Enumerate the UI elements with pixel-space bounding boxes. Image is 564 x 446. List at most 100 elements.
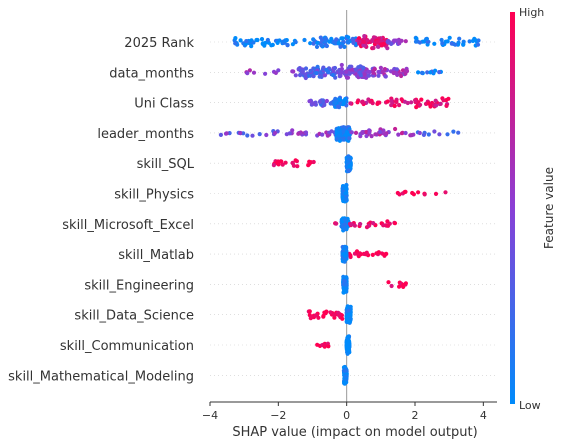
shap-point <box>293 158 298 163</box>
shap-point <box>337 313 342 318</box>
shap-point <box>346 308 351 313</box>
shap-point <box>342 380 347 385</box>
shap-point <box>392 221 398 226</box>
shap-point <box>376 73 381 78</box>
shap-point <box>307 99 312 104</box>
shap-point <box>345 338 351 344</box>
feature-label: data_months <box>109 66 194 81</box>
shap-point <box>322 102 327 108</box>
shap-point <box>397 192 402 197</box>
shap-point <box>402 99 408 104</box>
shap-point <box>366 73 372 78</box>
shap-point <box>263 71 268 76</box>
shap-point <box>421 132 426 137</box>
shap-point <box>293 73 298 78</box>
shap-point <box>326 69 331 75</box>
shap-point <box>336 41 341 46</box>
shap-point <box>311 74 316 79</box>
shap-point <box>375 101 380 106</box>
shap-point <box>355 100 360 105</box>
shap-point <box>251 70 257 75</box>
shap-point <box>319 43 324 48</box>
shap-point <box>271 163 276 168</box>
shap-point <box>290 128 295 133</box>
shap-point <box>361 65 366 70</box>
shap-point <box>335 104 341 109</box>
shap-point <box>371 70 376 75</box>
shap-point <box>263 40 268 46</box>
shap-point <box>376 69 381 75</box>
shap-point <box>417 130 422 136</box>
shap-point <box>409 133 414 138</box>
shap-point <box>343 191 348 196</box>
shap-point <box>394 71 399 76</box>
shap-point <box>290 42 295 47</box>
shap-point <box>381 223 386 228</box>
shap-point <box>311 37 316 42</box>
shap-point <box>346 168 351 173</box>
shap-point <box>433 191 439 196</box>
shap-point <box>343 217 348 223</box>
shap-point <box>403 189 408 194</box>
shap-point <box>413 98 418 103</box>
shap-point <box>285 43 290 48</box>
shap-point <box>345 75 351 80</box>
shap-point <box>360 100 366 105</box>
shap-point <box>383 74 388 79</box>
shap-point <box>397 284 402 289</box>
shap-point <box>360 130 365 135</box>
shap-point <box>362 72 367 77</box>
shap-point <box>370 38 375 43</box>
shap-point <box>251 40 256 45</box>
colorbar-gradient <box>510 12 515 404</box>
shap-point <box>443 190 448 195</box>
shap-point <box>343 254 348 259</box>
shap-point <box>269 43 274 48</box>
shap-point <box>426 101 431 106</box>
x-tick-label: −4 <box>202 409 218 422</box>
shap-point <box>344 130 350 135</box>
shap-point <box>218 132 223 137</box>
shap-point <box>350 37 355 42</box>
shap-point <box>453 42 458 47</box>
shap-point <box>446 96 451 101</box>
shap-point <box>300 69 305 74</box>
shap-point <box>368 99 373 104</box>
shap-point <box>344 197 349 202</box>
shap-point <box>336 133 341 138</box>
shap-point <box>457 36 462 41</box>
shap-point <box>341 129 346 134</box>
shap-point <box>357 36 362 41</box>
shap-point <box>434 103 439 108</box>
shap-point <box>392 103 397 109</box>
shap-point <box>355 252 360 257</box>
shap-point <box>318 70 323 75</box>
shap-point <box>428 70 433 75</box>
colorbar-low-label: Low <box>519 399 541 412</box>
shap-point <box>346 35 351 40</box>
shap-point <box>341 101 346 106</box>
shap-point <box>317 99 323 104</box>
shap-point <box>381 41 386 46</box>
shap-point <box>320 38 325 43</box>
shap-point <box>414 36 419 41</box>
feature-labels: 2025 Rank data_months Uni Class leader_mont… <box>8 36 195 384</box>
shap-point <box>470 38 476 44</box>
shap-point <box>244 39 249 44</box>
shap-point <box>364 225 370 230</box>
shap-point <box>376 250 381 255</box>
shap-point <box>343 374 348 379</box>
shap-point <box>424 36 429 41</box>
x-tick-label: 0 <box>343 409 350 422</box>
shap-point <box>332 65 338 71</box>
shap-point <box>375 40 380 45</box>
shap-point <box>233 41 238 46</box>
shap-point <box>311 41 316 46</box>
shap-point <box>426 132 431 137</box>
shap-point <box>296 131 301 136</box>
x-axis: −4 −2 0 2 4 <box>202 401 497 422</box>
x-tick-label: −2 <box>270 409 286 422</box>
shap-point <box>345 159 350 164</box>
shap-point <box>310 101 315 106</box>
